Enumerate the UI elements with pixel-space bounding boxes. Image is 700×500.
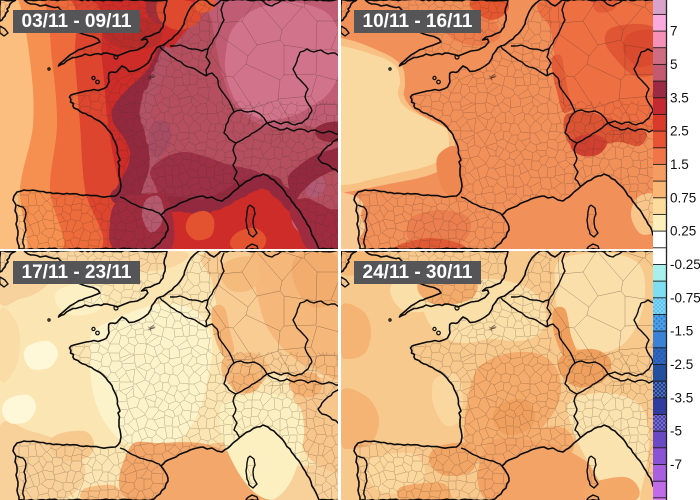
- svg-text:-0.25: -0.25: [670, 257, 700, 272]
- svg-text:1.5: 1.5: [670, 157, 689, 172]
- svg-text:5: 5: [670, 57, 678, 72]
- svg-text:-3.5: -3.5: [670, 390, 693, 405]
- svg-text:0.25: 0.25: [670, 224, 696, 239]
- svg-text:-2.5: -2.5: [670, 357, 693, 372]
- svg-text:3.5: 3.5: [670, 90, 689, 105]
- svg-text:-7: -7: [670, 457, 682, 472]
- svg-text:-5: -5: [670, 424, 682, 439]
- svg-text:0.75: 0.75: [670, 190, 696, 205]
- svg-text:-1.5: -1.5: [670, 324, 693, 339]
- svg-text:-0.75: -0.75: [670, 290, 700, 305]
- svg-text:7: 7: [670, 24, 678, 39]
- svg-text:2.5: 2.5: [670, 124, 689, 139]
